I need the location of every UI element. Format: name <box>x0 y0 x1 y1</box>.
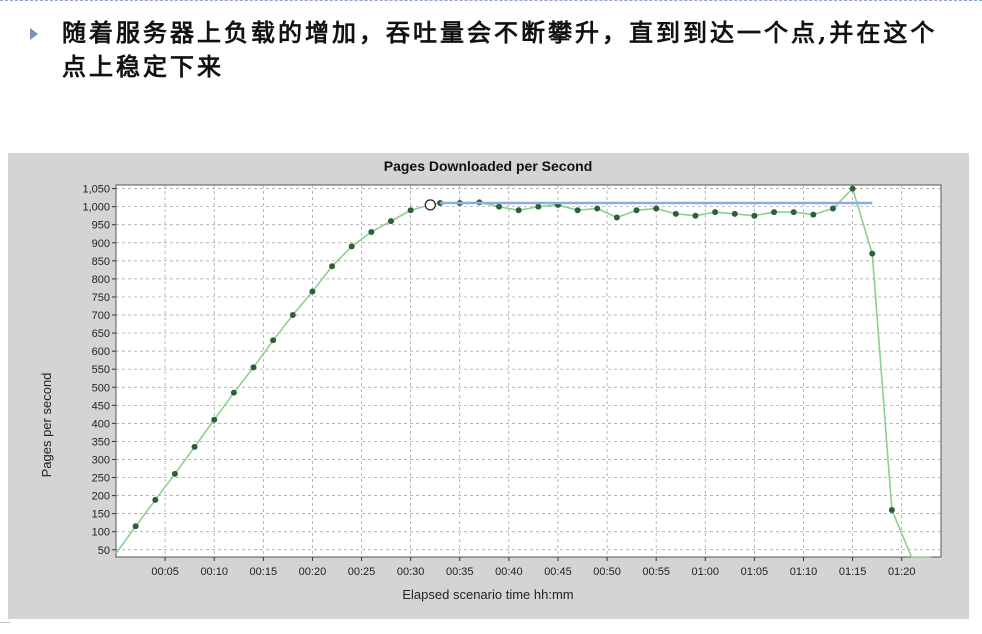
y-tick-label: 200 <box>92 491 110 503</box>
data-point <box>653 205 660 212</box>
data-point <box>230 389 237 396</box>
data-point <box>407 207 414 214</box>
x-tick-label: 01:20 <box>888 566 916 578</box>
grid-lines <box>116 185 941 557</box>
bullet-icon <box>30 28 38 40</box>
data-point <box>329 263 336 270</box>
x-tick-label: 00:05 <box>151 566 179 578</box>
data-point <box>289 312 296 319</box>
x-tick-label: 00:25 <box>348 566 376 578</box>
x-tick-label: 00:20 <box>299 566 327 578</box>
data-point <box>790 209 797 216</box>
data-point <box>692 212 699 219</box>
y-tick-label: 550 <box>92 364 110 376</box>
y-tick-label: 100 <box>92 527 110 539</box>
data-point <box>211 416 218 423</box>
data-point <box>771 209 778 216</box>
y-tick-label: 650 <box>92 328 110 340</box>
annotation-layer <box>424 199 873 211</box>
y-tick-label: 600 <box>92 346 110 358</box>
data-point <box>348 243 355 250</box>
data-point <box>731 210 738 217</box>
chart-panel: Pages Downloaded per Second 50 100 150 200 2… <box>8 153 969 619</box>
y-tick-label: 350 <box>92 436 110 448</box>
x-tick-label: 00:35 <box>446 566 474 578</box>
data-point <box>191 443 198 450</box>
x-tick-label: 00:10 <box>200 566 228 578</box>
data-point <box>388 218 394 225</box>
x-tick-label: 01:10 <box>790 566 818 578</box>
data-point <box>888 507 895 514</box>
data-point <box>171 470 178 477</box>
data-point <box>535 203 542 210</box>
x-axis-label: Elapsed scenario time hh:mm <box>402 587 573 602</box>
data-point <box>712 209 719 216</box>
x-tick-label: 00:50 <box>593 566 621 578</box>
plot-area <box>115 184 942 558</box>
data-point <box>751 212 758 219</box>
data-point <box>672 210 679 217</box>
x-tick-label: 00:30 <box>397 566 425 578</box>
x-tick-label: 01:05 <box>741 566 769 578</box>
y-tick-label: 950 <box>92 220 110 232</box>
y-tick-label: 150 <box>92 509 110 521</box>
y-tick-label: 50 <box>98 545 110 557</box>
slide-heading: 随着服务器上负载的增加，吞吐量会不断攀升，直到到达一个点,并在这个点上稳定下来 <box>62 18 938 81</box>
data-point <box>849 185 856 192</box>
chart-title: Pages Downloaded per Second <box>384 158 593 174</box>
data-point <box>250 364 257 371</box>
x-axis-ticks: 00:05 00:10 00:15 00:20 00:25 00:30 00:35 00:40… <box>151 557 915 578</box>
data-point <box>152 496 159 503</box>
data-point <box>633 207 640 214</box>
x-tick-label: 00:40 <box>495 566 523 578</box>
data-point <box>810 211 817 218</box>
data-point <box>829 205 836 212</box>
data-point <box>869 250 876 257</box>
y-tick-label: 500 <box>92 382 110 394</box>
data-point <box>496 203 503 210</box>
data-point <box>309 288 316 295</box>
data-point <box>574 207 581 214</box>
slide-edge-mark <box>0 622 10 623</box>
throughput-chart: Pages Downloaded per Second 50 100 150 200 2… <box>39 158 942 602</box>
data-point <box>270 337 277 344</box>
x-tick-label: 00:45 <box>544 566 572 578</box>
y-axis-label: Pages per second <box>39 373 54 478</box>
y-tick-label: 900 <box>92 238 110 250</box>
y-tick-label: 750 <box>92 292 110 304</box>
x-tick-label: 01:00 <box>692 566 720 578</box>
data-point <box>368 228 375 235</box>
y-tick-label: 850 <box>92 256 110 268</box>
y-tick-label: 800 <box>92 274 110 286</box>
y-tick-label: 400 <box>92 418 110 430</box>
data-point <box>613 214 620 221</box>
x-tick-label: 00:55 <box>642 566 670 578</box>
x-tick-label: 00:15 <box>250 566 278 578</box>
data-point <box>132 523 139 530</box>
y-tick-label: 1,050 <box>82 184 110 196</box>
data-point <box>594 205 601 212</box>
y-tick-label: 250 <box>92 473 110 485</box>
y-tick-label: 700 <box>92 310 110 322</box>
top-divider <box>0 0 982 4</box>
data-point <box>515 207 522 214</box>
saturation-point-marker <box>424 199 436 211</box>
y-axis-ticks: 50 100 150 200 250 300 350 400 450 500 550 600 650 70… <box>82 184 116 557</box>
y-tick-label: 300 <box>92 454 110 466</box>
y-tick-label: 450 <box>92 400 110 412</box>
x-tick-label: 01:15 <box>839 566 867 578</box>
y-tick-label: 1,000 <box>82 202 110 214</box>
